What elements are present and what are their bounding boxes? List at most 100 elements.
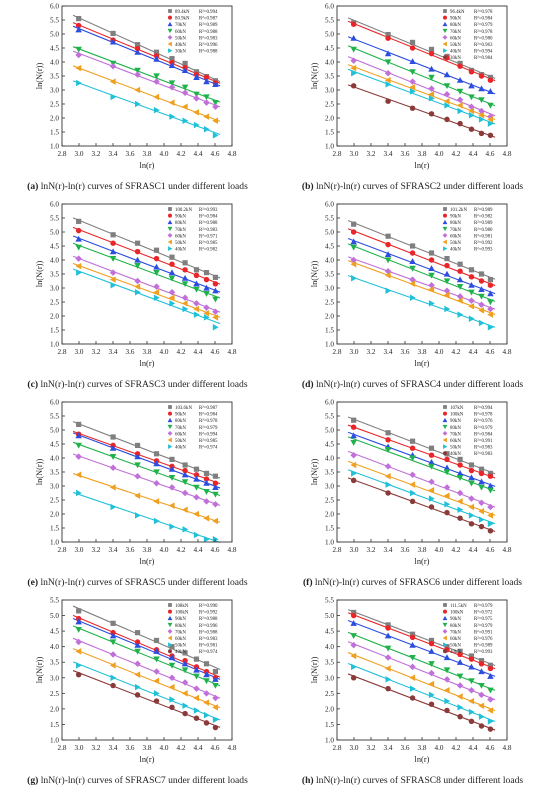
data-point bbox=[468, 111, 475, 119]
legend-marker bbox=[443, 405, 447, 409]
legend-marker bbox=[443, 48, 448, 53]
legend-label: 40kN bbox=[450, 50, 461, 55]
y-tick-label: 1.0 bbox=[325, 341, 334, 349]
data-point bbox=[444, 509, 450, 516]
y-tick-label: 5.0 bbox=[325, 612, 334, 620]
data-point bbox=[203, 661, 210, 667]
data-point bbox=[203, 94, 210, 101]
legend-label: 80kN bbox=[175, 419, 186, 424]
data-point bbox=[409, 39, 416, 45]
data-point bbox=[76, 269, 82, 276]
legend-marker bbox=[442, 233, 448, 238]
data-point bbox=[350, 83, 357, 89]
legend-label: 107kN bbox=[450, 406, 464, 411]
data-point bbox=[456, 682, 464, 689]
y-tick-label: 2.5 bbox=[50, 690, 59, 698]
y-tick-label: 1.5 bbox=[325, 327, 334, 335]
data-point bbox=[212, 694, 219, 702]
data-point bbox=[110, 232, 116, 238]
data-point bbox=[109, 632, 117, 639]
legend-label: 40kN bbox=[175, 248, 186, 253]
data-point bbox=[193, 305, 200, 313]
data-point bbox=[109, 639, 117, 646]
data-point bbox=[409, 471, 416, 479]
data-point bbox=[110, 240, 116, 246]
data-point bbox=[350, 46, 357, 53]
y-tick-label: 2.5 bbox=[325, 299, 334, 307]
data-point bbox=[182, 526, 189, 533]
legend-r2-value: R²=0.991 bbox=[474, 438, 493, 444]
legend-label: 100kN bbox=[175, 611, 189, 616]
legend-marker bbox=[167, 615, 173, 621]
legend-r2-value: R²=0.979 bbox=[474, 623, 493, 629]
x-tick-label: 3.2 bbox=[92, 348, 101, 356]
legend-label: 89.4kN bbox=[175, 10, 190, 15]
x-tick-label: 4.6 bbox=[486, 348, 495, 356]
data-point bbox=[409, 455, 416, 462]
data-point bbox=[169, 696, 176, 703]
data-point bbox=[487, 528, 494, 534]
data-point bbox=[457, 107, 464, 115]
chart-panel: 2.8 3.0 3.2 3.4 3.6 3.8 4.0 4.2 4.4 4.6 4.8 1.0 1.5 2… bbox=[0, 0, 275, 198]
data-point bbox=[153, 637, 160, 644]
data-point bbox=[134, 48, 141, 55]
data-point bbox=[478, 478, 485, 485]
data-point bbox=[193, 715, 200, 721]
x-tick-label: 4.6 bbox=[211, 348, 220, 356]
data-point bbox=[153, 294, 160, 302]
legend-label: 50kN bbox=[450, 241, 461, 246]
y-tick-label: 4.0 bbox=[50, 257, 59, 265]
x-axis-label: ln(r) bbox=[415, 755, 430, 764]
x-tick-label: 3.4 bbox=[109, 348, 118, 356]
caption-tag: (d) bbox=[301, 379, 314, 390]
data-point bbox=[478, 278, 485, 284]
caption-tag: (h) bbox=[301, 775, 314, 786]
data-point bbox=[153, 255, 160, 262]
data-point bbox=[168, 275, 176, 282]
legend-label: 40kN bbox=[450, 650, 461, 655]
x-tick-label: 3.8 bbox=[418, 348, 427, 356]
data-point bbox=[457, 462, 463, 468]
data-point bbox=[487, 88, 494, 94]
legend-r2-value: R²=0.976 bbox=[474, 418, 493, 424]
data-point bbox=[478, 523, 485, 530]
x-tick-label: 3.0 bbox=[75, 348, 84, 356]
data-point bbox=[153, 106, 160, 114]
data-point bbox=[457, 506, 464, 514]
data-point bbox=[134, 263, 141, 269]
x-tick-label: 2.8 bbox=[333, 744, 342, 752]
legend-label: 60kN bbox=[175, 637, 186, 642]
legend-marker bbox=[443, 9, 447, 13]
legend-marker bbox=[442, 437, 447, 443]
data-point bbox=[428, 300, 435, 307]
data-point bbox=[193, 493, 200, 501]
legend-label: 90kN bbox=[450, 617, 461, 622]
fit-line bbox=[72, 80, 221, 136]
data-point bbox=[443, 97, 450, 105]
legend-label: 60kN bbox=[175, 432, 186, 437]
data-point bbox=[468, 503, 475, 511]
data-point bbox=[443, 83, 451, 90]
data-point bbox=[443, 686, 450, 694]
data-point bbox=[193, 685, 200, 692]
data-point bbox=[478, 286, 485, 292]
data-point bbox=[478, 668, 485, 675]
legend-r2-value: R²=0.989 bbox=[474, 220, 493, 226]
data-point bbox=[75, 46, 82, 53]
data-point bbox=[169, 56, 175, 62]
data-point bbox=[212, 103, 219, 111]
data-point bbox=[168, 465, 176, 472]
legend-r2-value: R²=0.972 bbox=[474, 610, 493, 616]
data-point bbox=[212, 484, 219, 490]
data-point bbox=[76, 608, 82, 614]
legend-label: 40kN bbox=[175, 446, 186, 451]
x-tick-label: 3.4 bbox=[384, 546, 393, 554]
data-point bbox=[385, 430, 391, 436]
data-point bbox=[134, 86, 141, 94]
data-point bbox=[409, 445, 416, 451]
data-point bbox=[428, 463, 435, 470]
data-point bbox=[384, 665, 391, 672]
data-point bbox=[409, 69, 416, 76]
legend-r2-value: R²=0.989 bbox=[474, 643, 493, 649]
data-point bbox=[428, 281, 435, 289]
